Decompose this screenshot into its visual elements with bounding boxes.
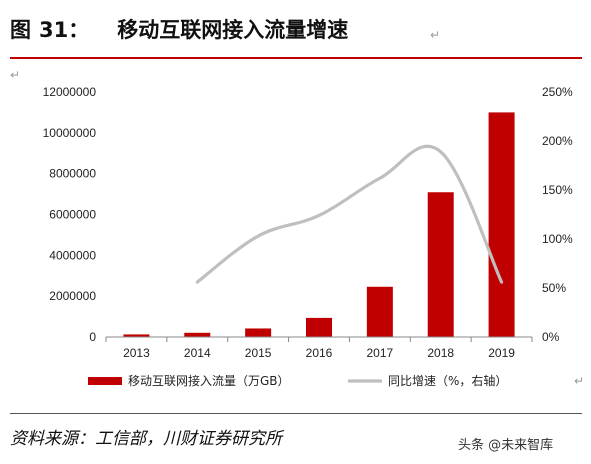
y-left-tick-label: 0 xyxy=(89,330,96,344)
y-right-tick-label: 0% xyxy=(542,330,560,344)
figure-title: 图 31： 移动互联网接入流量增速 xyxy=(10,14,348,48)
watermark: 头条 @未来智库 xyxy=(458,438,554,453)
bar-2019 xyxy=(488,112,515,338)
bar-2018 xyxy=(427,192,454,337)
x-tick-label: 2016 xyxy=(306,346,333,360)
paragraph-mark-icon: ↵ xyxy=(430,28,441,42)
x-tick-label: 2013 xyxy=(123,346,150,360)
x-tick-label: 2018 xyxy=(427,346,454,360)
bar-2015 xyxy=(245,328,272,337)
y-right-tick-label: 200% xyxy=(542,134,573,148)
source-divider xyxy=(10,413,582,414)
y-left-tick-label: 12000000 xyxy=(43,85,97,99)
figure-number: 31： xyxy=(39,18,90,42)
legend-line-label: 同比增速（%，右轴） xyxy=(388,373,507,388)
figure-title-text: 移动互联网接入流量增速 xyxy=(117,18,349,42)
figure-label: 图 xyxy=(10,18,31,42)
y-left-tick-label: 2000000 xyxy=(49,289,96,303)
legend-bar-swatch xyxy=(88,377,122,385)
bar-2017 xyxy=(366,286,393,337)
title-divider xyxy=(10,57,582,59)
paragraph-mark-icon: ↵ xyxy=(574,374,585,388)
growth-line xyxy=(195,144,504,284)
x-tick-label: 2014 xyxy=(184,346,211,360)
y-right-tick-label: 250% xyxy=(542,85,573,99)
y-left-tick-label: 8000000 xyxy=(49,167,96,181)
paragraph-mark-icon: ↵ xyxy=(10,68,21,82)
y-left-tick-label: 4000000 xyxy=(49,248,96,262)
x-tick-label: 2015 xyxy=(245,346,272,360)
source-note: 资料来源：工信部，川财证券研究所 xyxy=(10,429,282,449)
x-tick-label: 2017 xyxy=(367,346,394,360)
y-right-tick-label: 50% xyxy=(542,281,566,295)
bar-2013 xyxy=(123,334,150,337)
bar-2016 xyxy=(306,317,332,337)
bar-2014 xyxy=(184,332,211,337)
y-left-tick-label: 6000000 xyxy=(49,208,96,222)
x-tick-label: 2019 xyxy=(488,346,515,360)
y-right-tick-label: 150% xyxy=(542,183,573,197)
y-left-tick-label: 10000000 xyxy=(43,126,97,140)
legend-bar-label: 移动互联网接入流量（万GB） xyxy=(128,373,290,388)
y-right-tick-label: 100% xyxy=(542,232,573,246)
